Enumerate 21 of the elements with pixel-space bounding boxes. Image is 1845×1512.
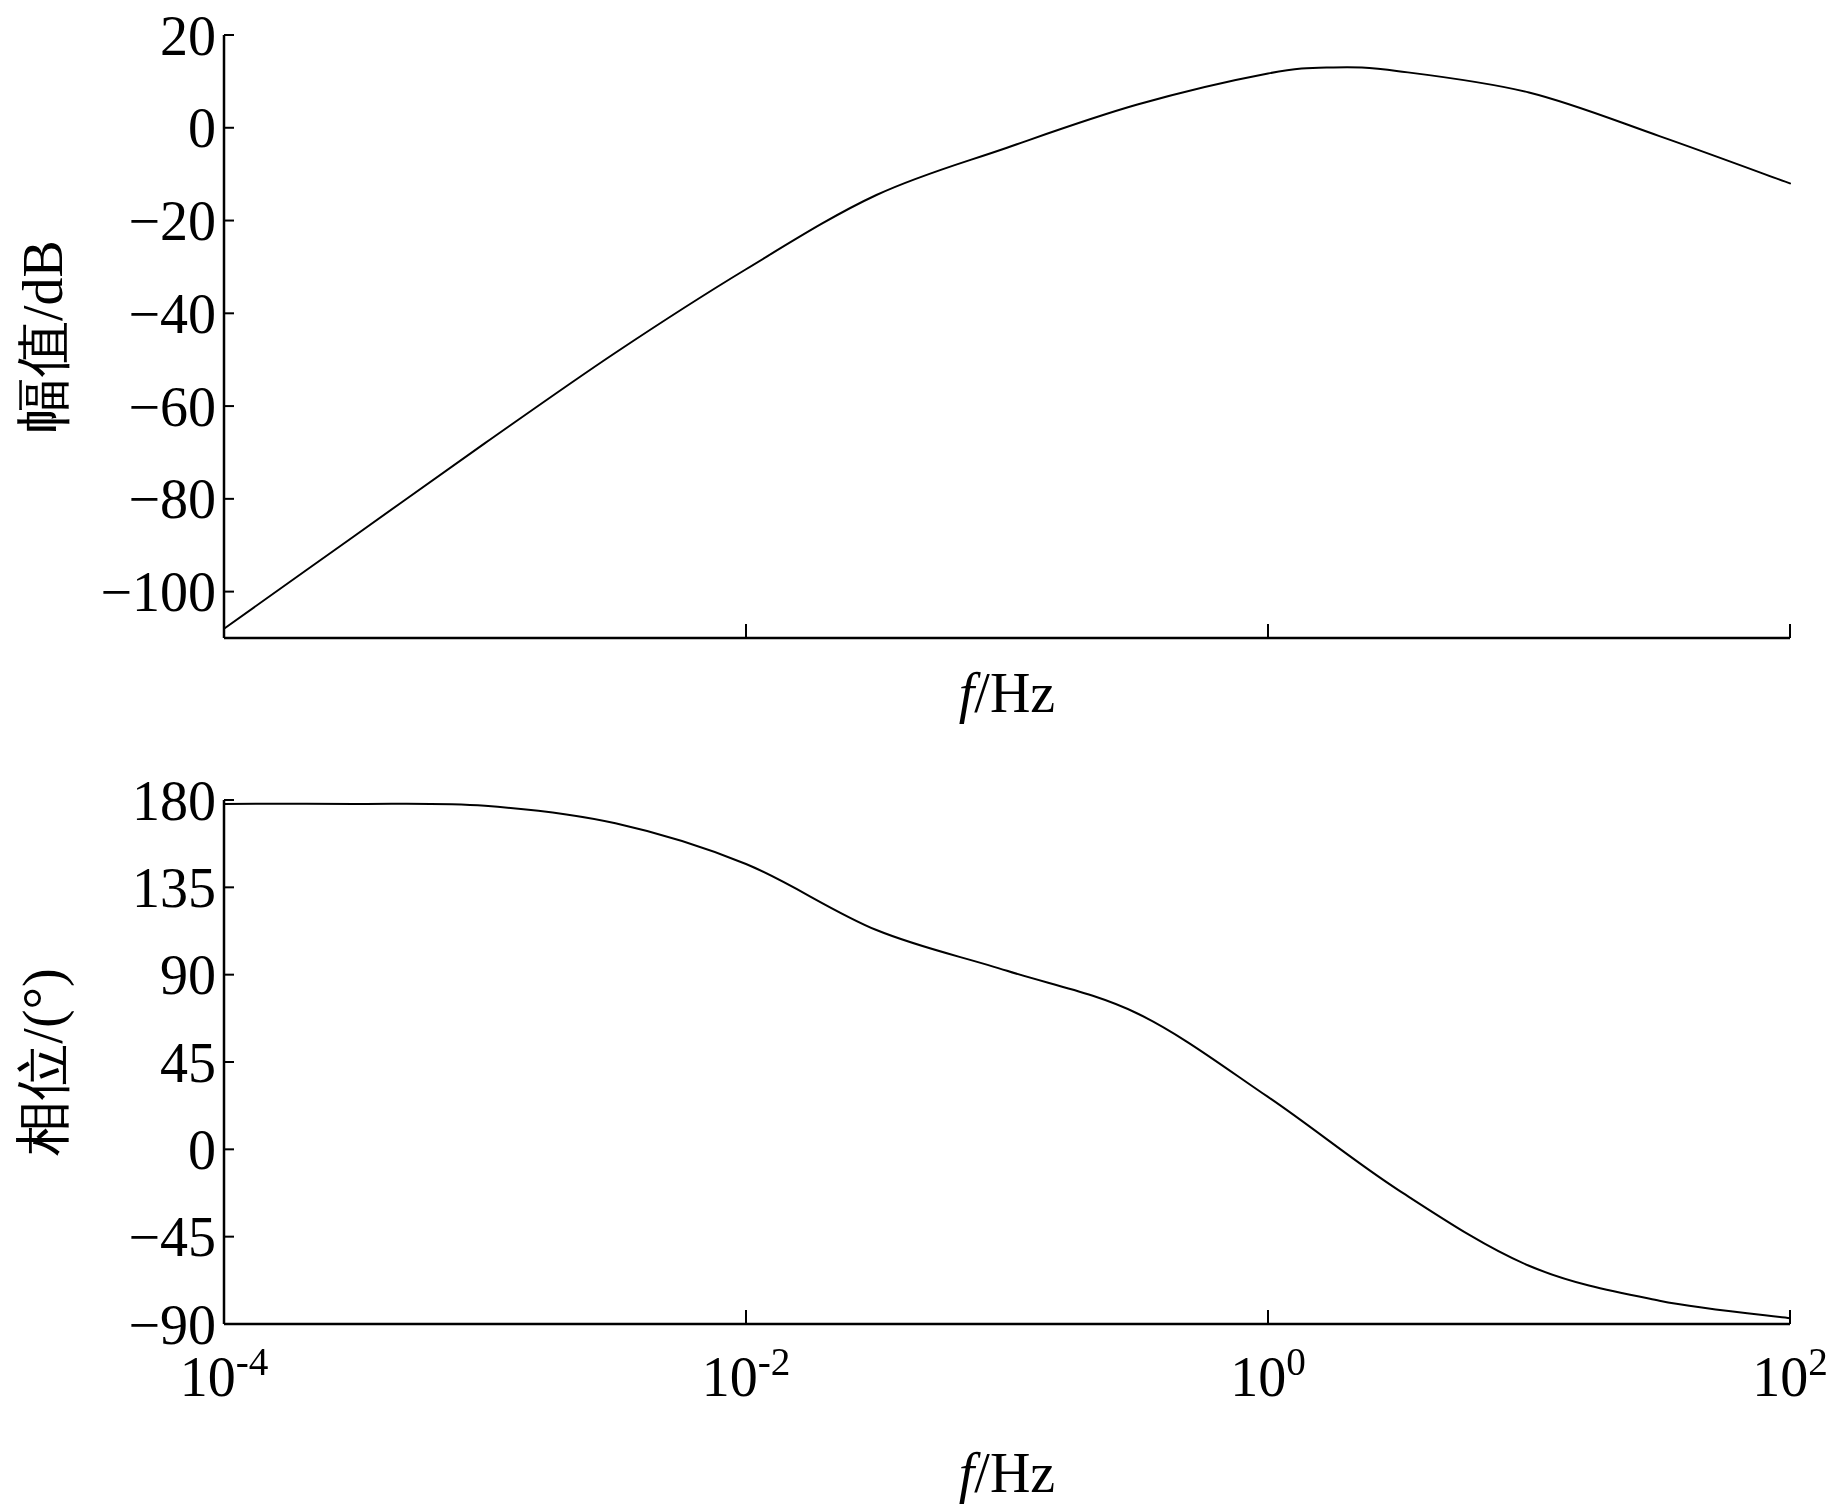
y-tick-label: 20 bbox=[160, 4, 216, 67]
y-tick-label: 135 bbox=[132, 856, 216, 919]
y-tick-label: −80 bbox=[128, 468, 216, 531]
y-tick-label: −100 bbox=[100, 561, 216, 624]
x-tick-label: 10$^{2}$ bbox=[1752, 1339, 1828, 1408]
x-axis-title: f/Hz bbox=[958, 662, 1056, 724]
line-series bbox=[223, 802, 1791, 1320]
x-axis-title: f/Hz bbox=[958, 1442, 1056, 1504]
y-tick-label: −40 bbox=[128, 282, 216, 345]
x-tick-label: 10$^{0}$ bbox=[1230, 1339, 1306, 1408]
y-tick-label: 0 bbox=[188, 97, 216, 160]
y-tick-label: 90 bbox=[160, 944, 216, 1007]
y-axis-title: 幅值/dB bbox=[12, 240, 74, 433]
x-tick-label: 10$^{-2}$ bbox=[701, 1339, 791, 1408]
y-tick-label: 45 bbox=[160, 1031, 216, 1094]
y-axis-title: 相位/(°) bbox=[12, 968, 75, 1156]
y-tick-label: 0 bbox=[188, 1118, 216, 1181]
y-tick-label: −45 bbox=[128, 1206, 216, 1269]
y-tick-label: 180 bbox=[132, 769, 216, 832]
y-tick-label: −20 bbox=[128, 190, 216, 253]
y-tick-label: −60 bbox=[128, 375, 216, 438]
